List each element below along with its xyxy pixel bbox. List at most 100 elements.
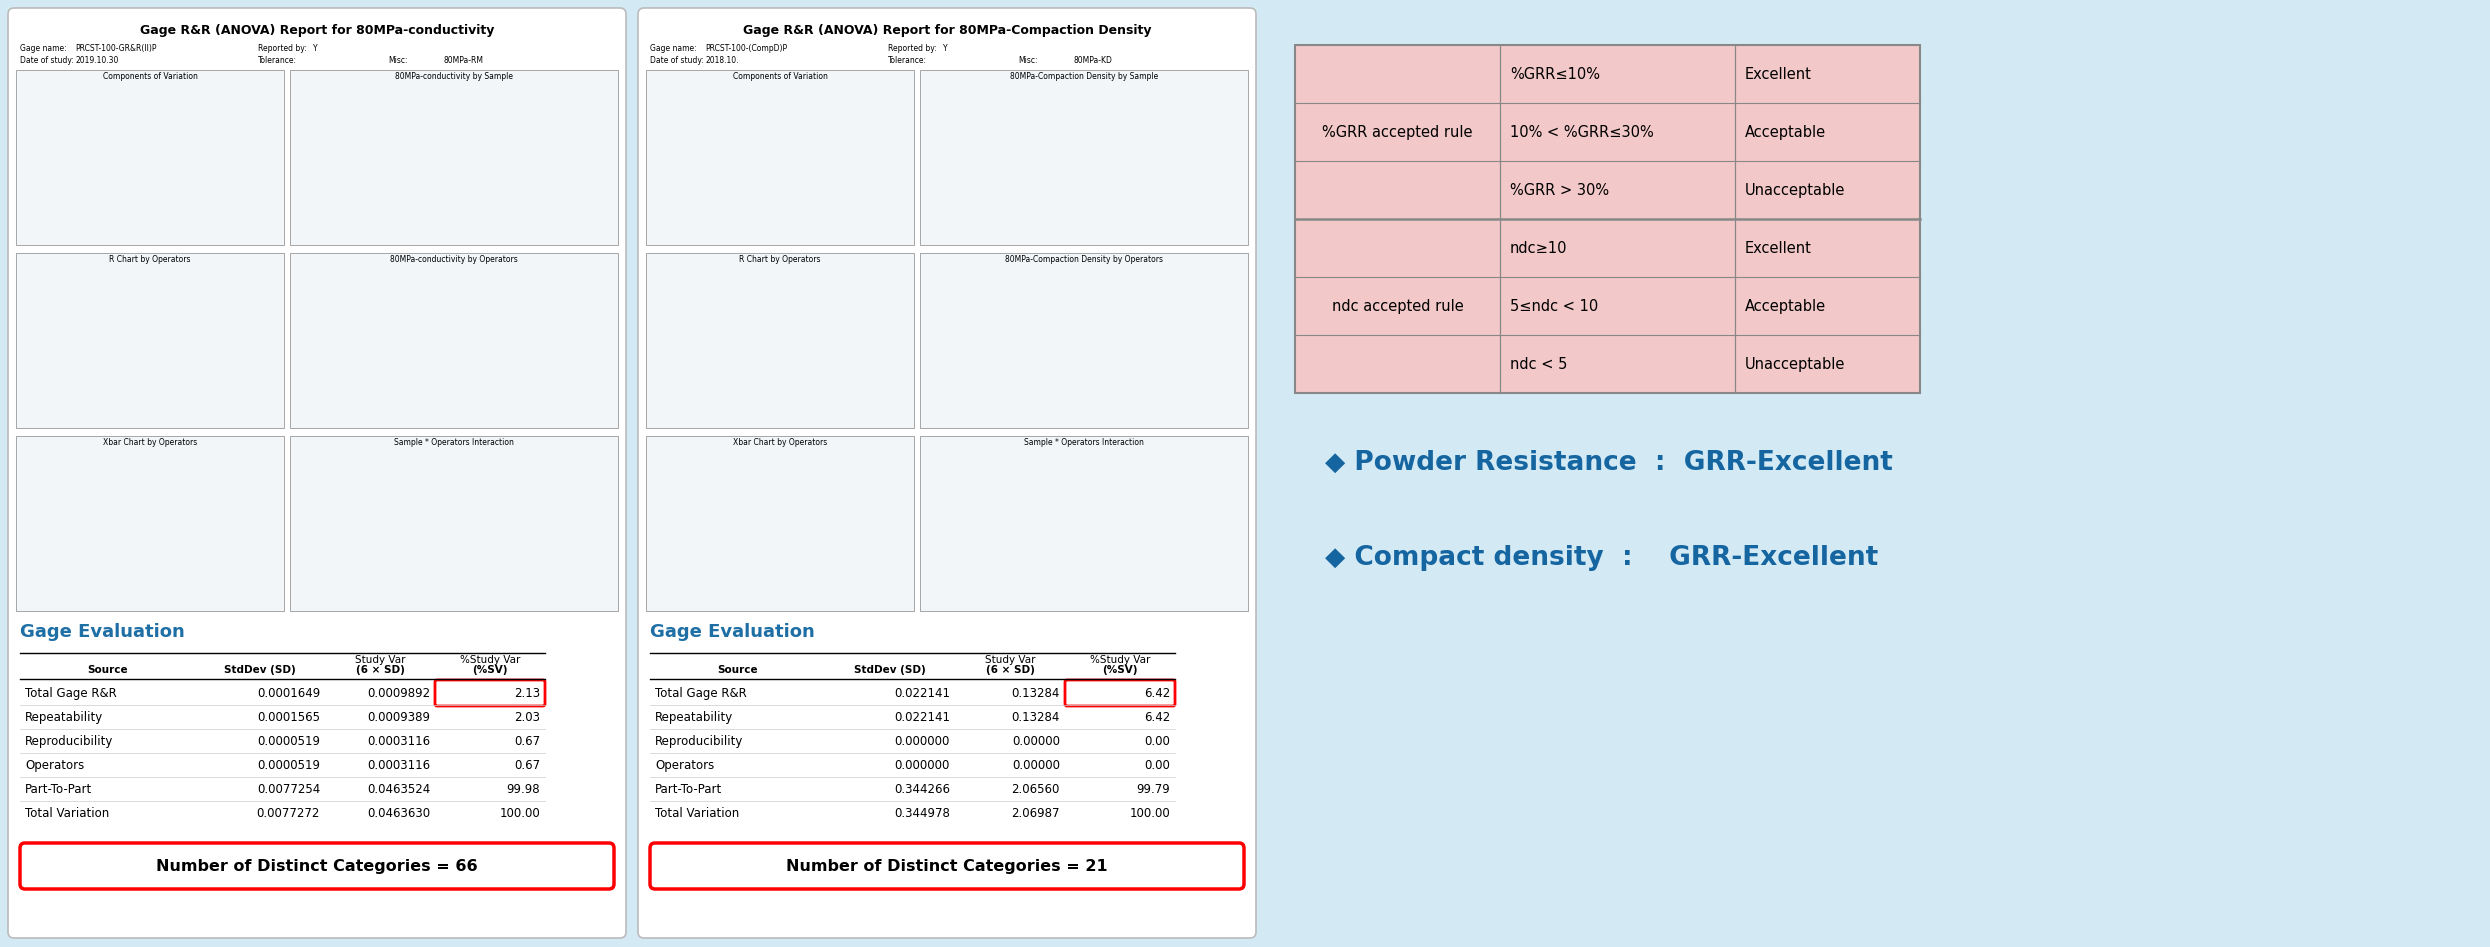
Text: Acceptable: Acceptable (1745, 298, 1825, 313)
Text: Total Gage R&R: Total Gage R&R (25, 687, 117, 700)
Text: Unacceptable: Unacceptable (1745, 183, 1845, 198)
Text: Study Var: Study Var (354, 655, 406, 665)
Text: PRCST-100-GR&R(II)P: PRCST-100-GR&R(II)P (75, 44, 157, 53)
Text: Gage Evaluation: Gage Evaluation (20, 623, 184, 641)
Text: 0.022141: 0.022141 (894, 687, 951, 700)
Text: Excellent: Excellent (1745, 241, 1813, 256)
Text: 0.000000: 0.000000 (894, 759, 951, 772)
Text: %GRR≤10%: %GRR≤10% (1509, 66, 1601, 81)
Text: 80MPa-Compaction Density by Sample: 80MPa-Compaction Density by Sample (1011, 72, 1158, 81)
Text: R Chart by Operators: R Chart by Operators (110, 255, 192, 264)
Text: Gage R&R (ANOVA) Report for 80MPa-Compaction Density: Gage R&R (ANOVA) Report for 80MPa-Compac… (742, 24, 1150, 37)
Text: 0.0000519: 0.0000519 (256, 759, 321, 772)
Text: 0.0463524: 0.0463524 (366, 782, 431, 795)
Text: Xbar Chart by Operators: Xbar Chart by Operators (732, 438, 827, 447)
Bar (645, 436, 914, 611)
Bar (645, 253, 914, 428)
Text: %GRR > 30%: %GRR > 30% (1509, 183, 1609, 198)
Text: Study Var: Study Var (984, 655, 1036, 665)
Text: Operators: Operators (25, 759, 85, 772)
Text: 0.13284: 0.13284 (1011, 710, 1061, 724)
Text: 0.0009389: 0.0009389 (366, 710, 431, 724)
Text: Sample * Operators Interaction: Sample * Operators Interaction (393, 438, 513, 447)
Text: 0.0003116: 0.0003116 (366, 735, 431, 747)
Text: 2.03: 2.03 (513, 710, 540, 724)
Text: (6 × SD): (6 × SD) (986, 665, 1033, 675)
Text: 80MPa-KD: 80MPa-KD (1073, 56, 1113, 65)
Text: 0.0077272: 0.0077272 (256, 807, 321, 819)
Bar (919, 70, 1247, 245)
Text: Unacceptable: Unacceptable (1745, 356, 1845, 371)
Text: Total Variation: Total Variation (25, 807, 110, 819)
Text: ndc < 5: ndc < 5 (1509, 356, 1566, 371)
Text: Gage name:: Gage name: (650, 44, 697, 53)
Text: 0.022141: 0.022141 (894, 710, 951, 724)
Text: 2018.10.: 2018.10. (705, 56, 740, 65)
Text: Reproducibility: Reproducibility (655, 735, 745, 747)
Text: StdDev (SD): StdDev (SD) (854, 665, 926, 675)
Text: Xbar Chart by Operators: Xbar Chart by Operators (102, 438, 197, 447)
Text: 0.0001565: 0.0001565 (256, 710, 321, 724)
Text: 0.344978: 0.344978 (894, 807, 951, 819)
Text: 0.0463630: 0.0463630 (366, 807, 431, 819)
Text: Misc:: Misc: (1018, 56, 1038, 65)
Text: 0.000000: 0.000000 (894, 735, 951, 747)
Text: Part-To-Part: Part-To-Part (25, 782, 92, 795)
Text: 0.67: 0.67 (513, 759, 540, 772)
Text: Components of Variation: Components of Variation (102, 72, 197, 81)
Text: %Study Var: %Study Var (461, 655, 520, 665)
Text: Excellent: Excellent (1745, 66, 1813, 81)
Text: 2.06560: 2.06560 (1011, 782, 1061, 795)
Bar (15, 436, 284, 611)
Text: Misc:: Misc: (388, 56, 408, 65)
Text: 2019.10.30: 2019.10.30 (75, 56, 120, 65)
Text: 2.13: 2.13 (513, 687, 540, 700)
Bar (1295, 45, 1920, 393)
Text: Tolerance:: Tolerance: (889, 56, 926, 65)
Text: Date of study:: Date of study: (650, 56, 705, 65)
Text: Operators: Operators (655, 759, 715, 772)
Bar (15, 253, 284, 428)
Bar (289, 253, 618, 428)
Text: 80MPa-conductivity by Operators: 80MPa-conductivity by Operators (391, 255, 518, 264)
Text: 0.0000519: 0.0000519 (256, 735, 321, 747)
Text: 99.98: 99.98 (505, 782, 540, 795)
Text: 80MPa-RM: 80MPa-RM (443, 56, 483, 65)
Bar (289, 70, 618, 245)
Text: Tolerance:: Tolerance: (259, 56, 296, 65)
Text: Sample * Operators Interaction: Sample * Operators Interaction (1023, 438, 1143, 447)
Text: 0.0001649: 0.0001649 (256, 687, 321, 700)
Text: StdDev (SD): StdDev (SD) (224, 665, 296, 675)
Text: 0.00000: 0.00000 (1011, 735, 1061, 747)
Text: ◆ Powder Resistance  :  GRR-Excellent: ◆ Powder Resistance : GRR-Excellent (1325, 450, 1892, 476)
Text: 0.67: 0.67 (513, 735, 540, 747)
Text: Gage R&R (ANOVA) Report for 80MPa-conductivity: Gage R&R (ANOVA) Report for 80MPa-conduc… (139, 24, 493, 37)
FancyBboxPatch shape (436, 680, 545, 706)
Text: ndc accepted rule: ndc accepted rule (1332, 298, 1464, 313)
Text: (%SV): (%SV) (1103, 665, 1138, 675)
Text: Date of study:: Date of study: (20, 56, 75, 65)
Text: 0.344266: 0.344266 (894, 782, 951, 795)
Text: 6.42: 6.42 (1143, 687, 1170, 700)
Text: Components of Variation: Components of Variation (732, 72, 827, 81)
Text: 0.00: 0.00 (1143, 759, 1170, 772)
Text: 0.0009892: 0.0009892 (366, 687, 431, 700)
Text: Source: Source (87, 665, 127, 675)
Bar (289, 436, 618, 611)
Text: Part-To-Part: Part-To-Part (655, 782, 722, 795)
Bar (919, 436, 1247, 611)
Text: Repeatability: Repeatability (655, 710, 732, 724)
Text: Repeatability: Repeatability (25, 710, 102, 724)
Text: Reproducibility: Reproducibility (25, 735, 115, 747)
FancyBboxPatch shape (1066, 680, 1175, 706)
Text: 0.00000: 0.00000 (1011, 759, 1061, 772)
Bar (1295, 45, 1920, 393)
Text: 100.00: 100.00 (1130, 807, 1170, 819)
Text: %GRR accepted rule: %GRR accepted rule (1322, 124, 1472, 139)
Text: Total Variation: Total Variation (655, 807, 740, 819)
Text: Gage Evaluation: Gage Evaluation (650, 623, 814, 641)
Text: ◆ Compact density  :    GRR-Excellent: ◆ Compact density : GRR-Excellent (1325, 545, 1877, 571)
Text: 0.0077254: 0.0077254 (256, 782, 321, 795)
Text: (6 × SD): (6 × SD) (356, 665, 403, 675)
Text: 0.00: 0.00 (1143, 735, 1170, 747)
